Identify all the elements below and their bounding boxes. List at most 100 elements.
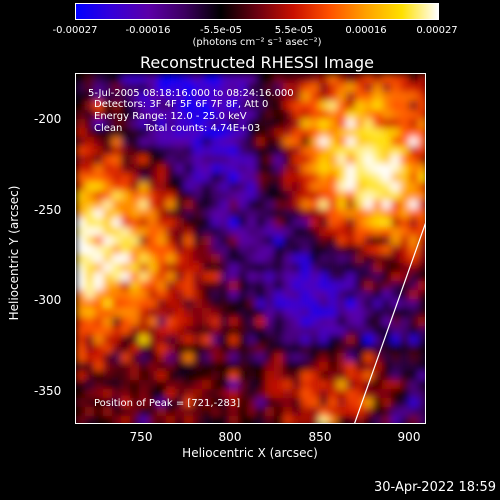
emission-pixel <box>175 263 185 273</box>
emission-pixel <box>400 353 410 363</box>
emission-pixel <box>400 191 410 201</box>
emission-pixel <box>229 227 239 237</box>
emission-pixel <box>184 218 194 228</box>
emission-pixel <box>157 254 167 264</box>
emission-pixel <box>202 164 212 174</box>
emission-pixel <box>220 137 230 147</box>
emission-pixel <box>301 254 311 264</box>
emission-pixel <box>292 155 302 165</box>
emission-pixel <box>220 308 230 318</box>
emission-pixel <box>85 209 95 219</box>
emission-pixel <box>355 299 365 309</box>
emission-pixel <box>139 263 149 273</box>
emission-pixel <box>283 335 293 345</box>
emission-pixel <box>112 398 122 408</box>
emission-pixel <box>148 344 158 354</box>
emission-pixel <box>400 245 410 255</box>
emission-pixel <box>337 155 347 165</box>
emission-pixel <box>256 281 266 291</box>
emission-pixel <box>355 227 365 237</box>
emission-pixel <box>382 407 392 417</box>
emission-pixel <box>121 200 131 210</box>
emission-pixel <box>310 317 320 327</box>
timestamp: 30-Apr-2022 18:59 <box>374 480 496 495</box>
emission-pixel <box>220 218 230 228</box>
emission-pixel <box>274 110 284 120</box>
emission-pixel <box>247 308 257 318</box>
emission-pixel <box>121 380 131 390</box>
emission-pixel <box>121 326 131 336</box>
emission-pixel <box>148 236 158 246</box>
emission-pixel <box>139 335 149 345</box>
emission-pixel <box>94 101 104 111</box>
emission-pixel <box>121 146 131 156</box>
emission-pixel <box>328 317 338 327</box>
emission-pixel <box>310 182 320 192</box>
emission-pixel <box>94 236 104 246</box>
emission-pixel <box>328 137 338 147</box>
emission-pixel <box>355 254 365 264</box>
emission-pixel <box>76 245 86 255</box>
emission-pixel <box>229 326 239 336</box>
emission-pixel <box>355 146 365 156</box>
emission-pixel <box>283 146 293 156</box>
emission-pixel <box>265 371 275 381</box>
emission-pixel <box>94 290 104 300</box>
emission-pixel <box>265 218 275 228</box>
emission-pixel <box>274 308 284 318</box>
emission-pixel <box>328 398 338 408</box>
emission-pixel <box>328 173 338 183</box>
emission-pixel <box>328 191 338 201</box>
emission-pixel <box>202 335 212 345</box>
emission-pixel <box>355 335 365 345</box>
emission-pixel <box>373 362 383 372</box>
emission-pixel <box>355 290 365 300</box>
emission-pixel <box>382 83 392 93</box>
emission-pixel <box>103 362 113 372</box>
x-tick-label: 800 <box>218 430 242 444</box>
emission-pixel <box>283 227 293 237</box>
emission-pixel <box>247 146 257 156</box>
emission-pixel <box>337 317 347 327</box>
colorbar-tick-label: -5.5e-05 <box>200 25 242 36</box>
emission-pixel <box>319 110 329 120</box>
emission-pixel <box>382 92 392 102</box>
emission-pixel <box>166 398 176 408</box>
emission-pixel <box>148 227 158 237</box>
emission-pixel <box>166 227 176 237</box>
emission-pixel <box>346 173 356 183</box>
emission-pixel <box>121 83 131 93</box>
emission-pixel <box>211 155 221 165</box>
emission-pixel <box>220 101 230 111</box>
emission-pixel <box>94 137 104 147</box>
emission-pixel <box>391 398 401 408</box>
emission-pixel <box>121 335 131 345</box>
emission-pixel <box>283 317 293 327</box>
emission-pixel <box>256 164 266 174</box>
emission-pixel <box>400 317 410 327</box>
emission-pixel <box>319 362 329 372</box>
emission-pixel <box>256 146 266 156</box>
emission-pixel <box>283 101 293 111</box>
emission-pixel <box>373 137 383 147</box>
emission-pixel <box>130 182 140 192</box>
emission-pixel <box>310 272 320 282</box>
emission-pixel <box>310 146 320 156</box>
emission-pixel <box>121 92 131 102</box>
emission-pixel <box>382 254 392 264</box>
emission-pixel <box>292 362 302 372</box>
emission-pixel <box>229 200 239 210</box>
emission-pixel <box>301 164 311 174</box>
emission-pixel <box>112 137 122 147</box>
emission-pixel <box>139 209 149 219</box>
emission-pixel <box>130 272 140 282</box>
emission-pixel <box>409 92 419 102</box>
emission-pixel <box>157 299 167 309</box>
emission-pixel <box>382 272 392 282</box>
solar-limb-line <box>354 222 425 423</box>
emission-pixel <box>301 344 311 354</box>
emission-pixel <box>409 182 419 192</box>
emission-pixel <box>355 389 365 399</box>
emission-pixel <box>400 164 410 174</box>
emission-pixel <box>265 92 275 102</box>
